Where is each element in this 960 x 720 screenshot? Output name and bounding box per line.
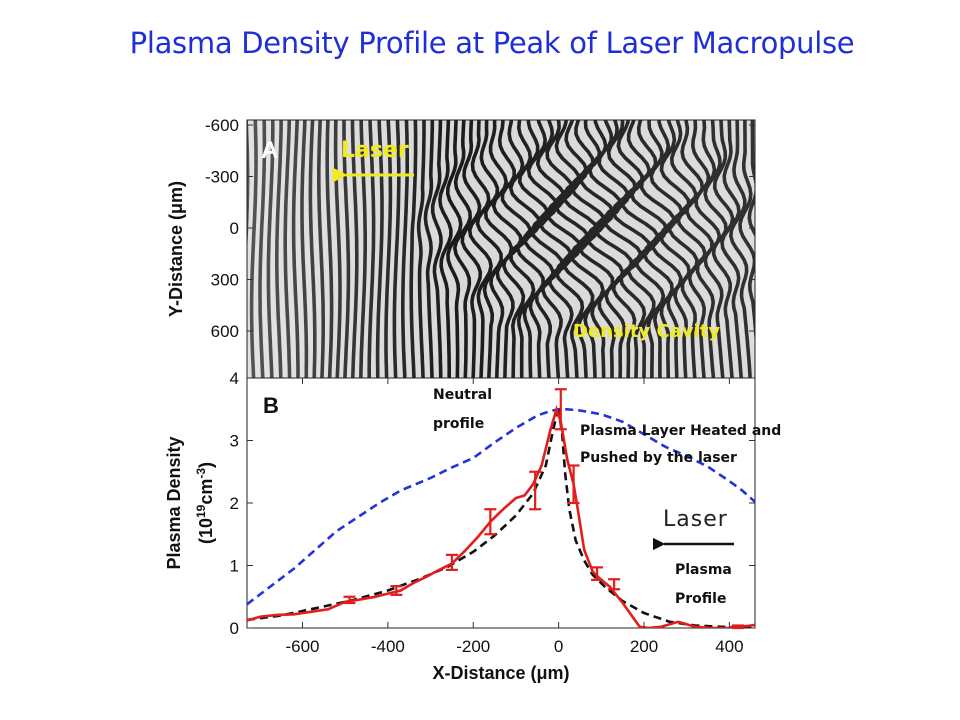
series-neutral-line [247, 408, 755, 606]
error-bar [554, 388, 567, 431]
ylabel-prefix: (10 [196, 518, 216, 544]
panel-a-laser-label: Laser [341, 138, 409, 163]
error-bar [567, 464, 580, 505]
panel-b-ylabel-line2: (1019cm-3) [194, 462, 216, 544]
panel-a-ytick-label: -600 [205, 116, 239, 135]
error-bar [591, 566, 604, 581]
heated-layer-label-line2: Pushed by the laser [580, 450, 737, 466]
x-tick-label: -200 [456, 637, 490, 656]
panel-b-y-ticks: 0 1 2 3 4 [230, 369, 755, 638]
panel-b-xlabel: X-Distance (μm) [432, 663, 569, 683]
panel-a: A Laser Density Cavity -600 -300 0 300 600 Y… [166, 116, 756, 379]
plasma-profile-label-line2: Profile [675, 591, 726, 607]
x-tick-label: 400 [715, 637, 743, 656]
neutral-profile-label-line2: profile [433, 416, 484, 432]
panel-a-ytick-label: 300 [211, 271, 239, 290]
panel-b-frame [246, 377, 756, 629]
panel-b-laser-label: Laser [663, 507, 728, 532]
panel-b-x-ticks: -600 -400 -200 0 200 400 [285, 378, 744, 656]
series-measured-line [247, 405, 755, 628]
panel-b-ylabel-line1: Plasma Density [164, 436, 184, 569]
plasma-profile-label-line1: Plasma [675, 562, 732, 578]
y-tick-label: 1 [230, 557, 239, 576]
x-tick-label: 0 [554, 637, 563, 656]
y-tick-label: 3 [230, 432, 239, 451]
y-tick-label: 4 [230, 369, 239, 388]
error-bar [484, 508, 497, 536]
error-bar [343, 595, 356, 605]
slide-title: Plasma Density Profile at Peak of Laser … [129, 26, 855, 60]
panel-b-error-bars [343, 388, 744, 630]
panel-a-ytick-label: -300 [205, 168, 239, 187]
panel-a-ytick-label: 0 [230, 219, 239, 238]
ylabel-suffix: ) [196, 462, 216, 468]
heated-layer-label-line1: Plasma Layer Heated and [580, 423, 781, 439]
ylabel-unit-exponent: -3 [194, 468, 208, 479]
panel-a-label: A [261, 137, 278, 164]
panel-a-y-ticks: -600 -300 0 300 600 [205, 116, 755, 341]
x-tick-label: 200 [630, 637, 658, 656]
panel-b: -600 -400 -200 0 200 400 0 1 2 3 4 B Neutral prof… [164, 369, 781, 683]
error-bar [529, 470, 542, 511]
panel-a-ytick-label: 600 [211, 322, 239, 341]
error-bar [608, 578, 621, 591]
ylabel-unit: cm [196, 479, 216, 505]
panel-a-ylabel: Y-Distance (μm) [166, 181, 186, 317]
y-tick-label: 0 [230, 619, 239, 638]
x-tick-label: -600 [285, 637, 319, 656]
error-bar [445, 553, 458, 571]
neutral-profile-label-line1: Neutral [433, 387, 492, 403]
y-tick-label: 2 [230, 494, 239, 513]
error-bar [390, 585, 403, 596]
panel-b-label: B [263, 393, 279, 418]
panel-b-plot-area [247, 405, 755, 628]
error-bar [731, 624, 744, 630]
ylabel-exponent: 19 [194, 504, 208, 518]
interferogram-shading [247, 120, 755, 378]
x-tick-label: -400 [371, 637, 405, 656]
density-cavity-label: Density Cavity [573, 321, 720, 342]
